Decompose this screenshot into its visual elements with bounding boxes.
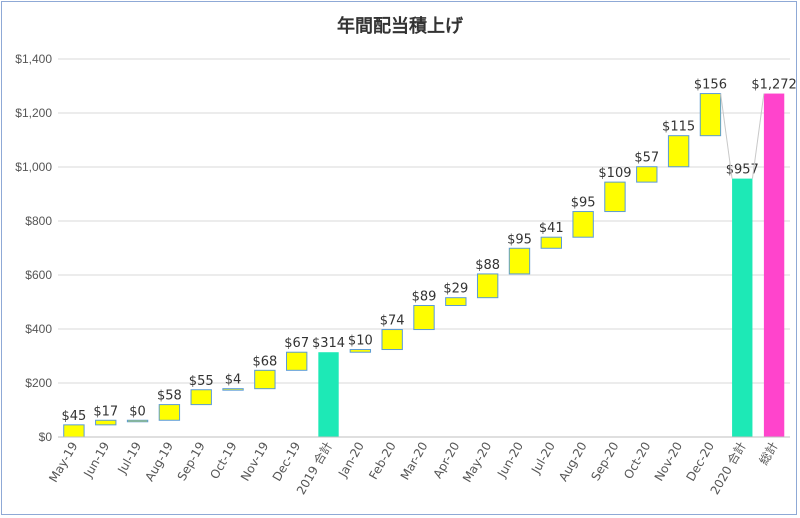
x-tick-label: Apr-20 — [431, 440, 463, 481]
x-tick-label: Nov-20 — [652, 440, 685, 484]
y-tick-label: $200 — [25, 376, 52, 390]
data-label: $4 — [225, 373, 242, 388]
x-tick-label: Sep-19 — [175, 440, 208, 484]
bar — [413, 305, 435, 331]
bar — [445, 297, 467, 307]
x-tick-label: Feb-20 — [366, 440, 399, 482]
bar — [254, 369, 276, 390]
bar — [158, 404, 181, 421]
x-tick-label: May-19 — [46, 440, 80, 485]
data-label: $314 — [312, 336, 345, 351]
data-label: $95 — [571, 196, 596, 211]
y-tick-label: $600 — [25, 268, 52, 282]
bar — [636, 166, 658, 183]
x-tick-label: Aug-19 — [142, 440, 176, 484]
data-label: $29 — [443, 282, 468, 297]
data-label: $115 — [662, 120, 695, 135]
y-tick-label: $800 — [25, 214, 52, 228]
y-tick-label: $0 — [39, 430, 53, 444]
x-tick-label: Oct-20 — [621, 440, 653, 482]
data-label: $55 — [189, 374, 214, 389]
x-tick-label: Jun-20 — [494, 440, 526, 481]
x-tick-label: Jul-19 — [114, 440, 144, 477]
x-tick-label: May-20 — [460, 440, 494, 485]
data-label: $156 — [694, 78, 727, 93]
x-tick-label: Dec-19 — [270, 440, 304, 484]
data-label: $109 — [598, 166, 631, 181]
bar — [667, 135, 690, 168]
bar — [349, 349, 372, 353]
x-tick-label: Jun-19 — [81, 440, 113, 481]
bar — [286, 351, 308, 371]
data-label: $95 — [507, 232, 532, 247]
data-label: $74 — [380, 314, 405, 329]
data-label: $89 — [412, 290, 437, 305]
bar — [508, 247, 531, 275]
data-label: $67 — [284, 336, 309, 351]
bar — [476, 273, 499, 299]
x-tick-label: Oct-19 — [207, 440, 239, 482]
data-label: $17 — [93, 404, 118, 419]
data-label: $45 — [61, 409, 86, 424]
y-tick-label: $400 — [25, 322, 52, 336]
data-label: $957 — [726, 163, 759, 178]
data-label: $0 — [129, 404, 146, 419]
data-label: $58 — [157, 389, 182, 404]
bar — [222, 388, 244, 391]
data-label: $88 — [475, 258, 500, 273]
bar — [190, 389, 212, 406]
bar — [763, 93, 785, 437]
x-tick-label: 総計 — [756, 439, 781, 467]
x-tick-label: Jul-20 — [528, 440, 558, 477]
bar — [126, 419, 149, 423]
data-label: $57 — [634, 151, 659, 166]
y-tick-label: $1,400 — [15, 52, 52, 66]
bar — [572, 211, 594, 238]
bar — [95, 419, 117, 426]
data-label: $10 — [348, 334, 373, 349]
data-label: $68 — [252, 354, 277, 369]
y-tick-label: $1,200 — [15, 106, 52, 120]
bar — [63, 424, 85, 438]
y-tick-label: $1,000 — [15, 160, 52, 174]
bar — [381, 329, 403, 351]
connector-line — [751, 93, 765, 179]
x-tick-label: Jan-20 — [335, 440, 367, 481]
data-label: $1,272 — [751, 78, 797, 93]
data-label: $41 — [539, 221, 564, 236]
bar — [699, 93, 722, 137]
x-tick-label: Aug-20 — [556, 440, 590, 484]
bar — [732, 178, 753, 438]
chart-title: 年間配当積上げ — [337, 16, 463, 37]
bar — [604, 181, 626, 213]
x-tick-label: Sep-20 — [588, 440, 621, 484]
x-tick-label: Nov-19 — [238, 440, 271, 484]
bar — [318, 352, 339, 437]
connector-line — [720, 93, 733, 179]
x-tick-label: Dec-20 — [683, 440, 717, 484]
x-tick-label: Mar-20 — [398, 440, 431, 483]
bar — [540, 236, 562, 249]
